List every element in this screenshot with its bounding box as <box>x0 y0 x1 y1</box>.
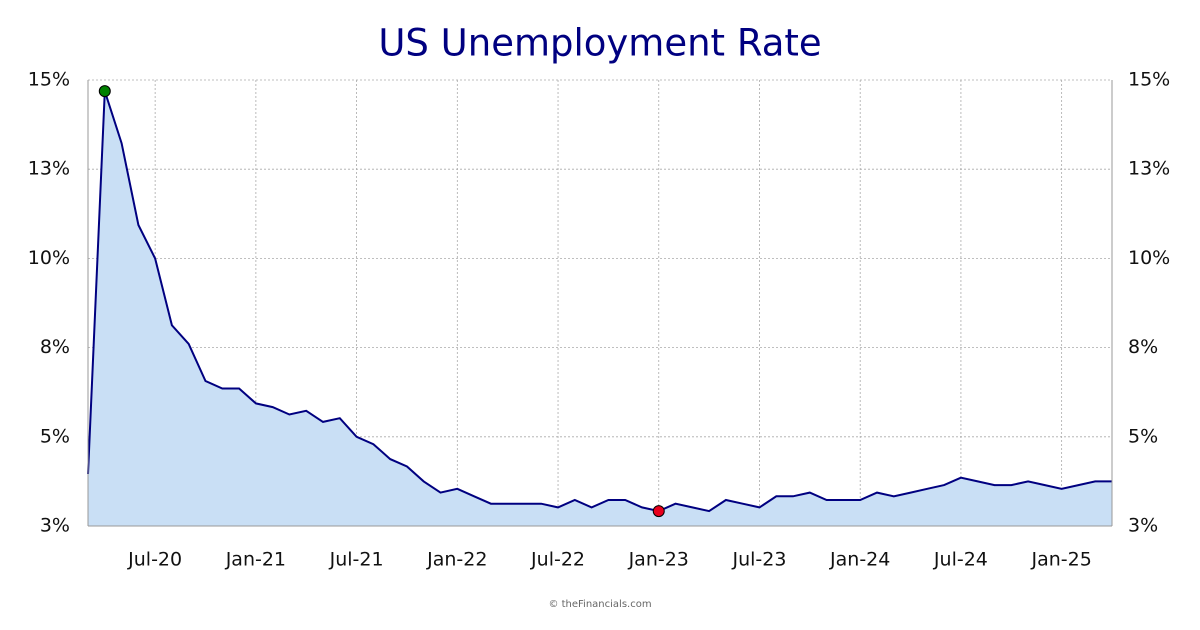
y2-tick-label: 10% <box>1128 247 1170 269</box>
x-tick-label: Jan-22 <box>426 549 487 571</box>
y-tick-label: 5% <box>40 425 70 447</box>
y2-tick-label: 3% <box>1128 515 1158 537</box>
x-tick-label: Jul-22 <box>530 549 585 571</box>
y-tick-label: 15% <box>28 69 70 91</box>
y-tick-label: 13% <box>28 158 70 180</box>
x-tick-label: Jul-21 <box>329 549 384 571</box>
x-tick-label: Jul-24 <box>933 549 988 571</box>
x-tick-label: Jan-21 <box>225 549 286 571</box>
line <box>87 90 1112 513</box>
y2-tick-label: 15% <box>1128 69 1170 91</box>
max-marker <box>98 85 111 98</box>
area <box>88 91 1112 526</box>
x-tick-label: Jul-20 <box>127 549 182 571</box>
min-marker <box>652 505 665 518</box>
y2-tick-label: 8% <box>1128 336 1158 358</box>
y2-tick-label: 5% <box>1128 425 1158 447</box>
x-tick-label: Jan-25 <box>1030 549 1091 571</box>
x-tick-label: Jan-24 <box>829 549 890 571</box>
x-tick-label: Jul-23 <box>731 549 786 571</box>
y-tick-label: 8% <box>40 336 70 358</box>
y-tick-label: 10% <box>28 247 70 269</box>
y-tick-label: 3% <box>40 515 70 537</box>
footer: © theFinancials.com <box>548 599 651 610</box>
chart-title: US Unemployment Rate <box>378 22 821 65</box>
x-tick-label: Jan-23 <box>628 549 689 571</box>
y2-tick-label: 13% <box>1128 158 1170 180</box>
